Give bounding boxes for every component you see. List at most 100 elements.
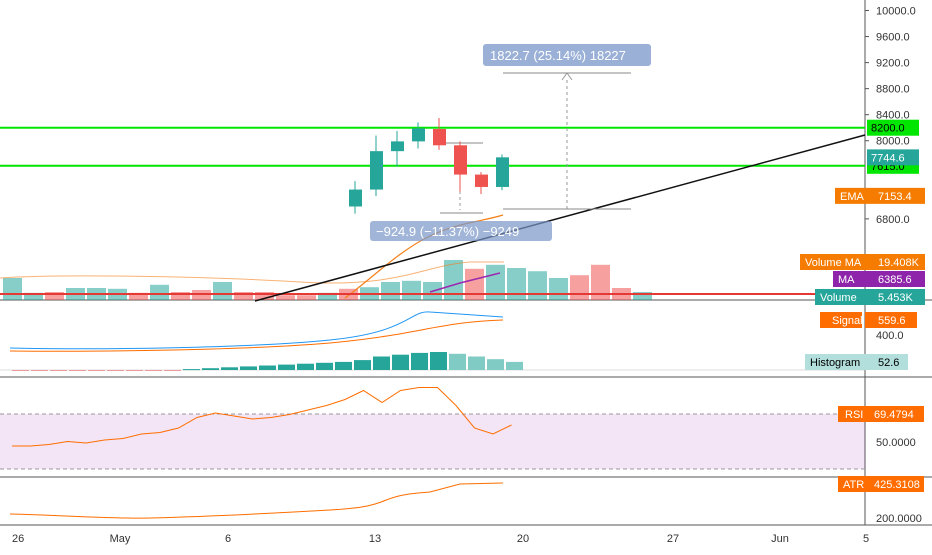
level-label-0: 8200.0 [871,123,905,135]
macd-hist-bar-12 [240,366,257,370]
volume-badge-value-2: 5.453K [878,292,914,304]
macd-hist-bar-14 [278,364,295,370]
time-tick-7: 5 [863,533,869,545]
volume-bar-12 [255,292,274,300]
level-badge-0 [867,119,919,136]
last-price-badge [867,149,919,166]
time-tick-1: May [110,533,131,545]
price-tick-5: 8000.0 [876,136,910,148]
macd-hist-badge [805,354,908,370]
macd-hist-bar-3 [69,370,86,371]
volume-badge-2 [815,289,925,305]
measure-up-arrowhead [561,72,573,81]
candle-body-1 [370,151,383,190]
trendline [254,134,866,302]
macd-hist-bar-18 [354,360,371,370]
atr-badge-value: 425.3108 [874,479,920,491]
measure-up-badge [483,44,651,66]
macd-hist-value: 52.6 [878,357,899,369]
macd-hist-bar-17 [335,361,352,370]
macd-hist-bar-24 [468,356,485,370]
volume-bar-24 [507,268,526,300]
volume-bar-13 [276,295,295,300]
macd-signal-badge-left [820,312,862,328]
macd-signal-badge [865,312,917,328]
macd-hist-bar-1 [31,370,48,371]
volume-bar-23 [486,264,505,300]
rsi-badge-value: 69.4794 [874,409,914,421]
time-tick-0: 26 [12,533,24,545]
volume-badge-0 [800,254,925,270]
macd-hist-bar-15 [297,363,314,370]
volume-bar-19 [402,280,421,300]
macd-line [9,311,504,350]
volume-bar-6 [129,292,148,300]
time-tick-6: Jun [771,533,789,545]
macd-hist-bar-20 [392,354,409,370]
volume-badge-value-0: 19.408K [878,257,920,269]
macd-hist-bar-19 [373,356,390,370]
macd-signal-line [9,319,504,352]
macd-hist-bar-0 [12,370,29,371]
volume-bar-8 [171,292,190,300]
volume-bar-2 [45,292,64,300]
atr-badge-label: ATR [843,479,864,491]
candle-body-4 [433,129,446,146]
volume-bar-26 [549,278,568,300]
volume-badge-label-0: Volume MA [805,257,862,269]
volume-bar-27 [570,275,589,300]
measure-up-text: 1822.7 (25.14%) 18227 [490,48,626,63]
candle-body-7 [496,157,509,187]
macd-hist-bar-16 [316,362,333,370]
candle-body-5 [454,145,467,175]
measure-down-text: −924.9 (−11.37%) −9249 [376,224,519,239]
macd-hist-bar-21 [411,352,428,370]
atr-tick-0: 200.0000 [876,513,922,525]
rsi-band [0,414,865,469]
time-tick-2: 6 [225,533,231,545]
volume-bar-28 [591,264,610,300]
volume-bar-25 [528,271,547,300]
volume-badge-value-1: 6385.6 [878,274,912,286]
volume-bar-10 [213,282,232,300]
volume-bar-15 [318,292,337,300]
volume-bar-22 [465,268,484,300]
macd-signal-value: 559.6 [878,315,906,327]
price-tick-0: 10000.0 [876,6,916,18]
candle-body-2 [391,141,404,152]
atr-badge [838,476,924,492]
macd-tick-0: 400.0 [876,330,904,342]
candle-body-6 [475,174,488,187]
candle-body-0 [349,189,362,207]
macd-hist-label: Histogram [810,357,860,369]
last-price-label: 7744.6 [871,152,905,164]
rsi-line [12,387,512,447]
volume-badge-label-1: MA [838,274,855,286]
macd-hist-bar-10 [202,368,219,370]
price-tick-6: 6800.0 [876,214,910,226]
measure-down-badge [370,221,552,241]
macd-hist-bar-9 [183,369,200,371]
macd-hist-bar-13 [259,365,276,370]
macd-hist-bar-26 [506,361,523,370]
macd-hist-bar-2 [50,370,67,371]
volume-bar-1 [24,292,43,300]
time-tick-4: 20 [517,533,529,545]
atr-line [9,482,504,519]
rsi-tick-0: 50.0000 [876,437,916,449]
macd-hist-bar-25 [487,359,504,370]
ema-badge-value: 7153.4 [878,191,912,203]
price-tick-2: 9200.0 [876,58,910,70]
volume-bar-30 [633,292,652,300]
price-tick-3: 8800.0 [876,84,910,96]
macd-hist-bar-8 [164,370,181,371]
time-tick-5: 27 [667,533,679,545]
price-tick-1: 9600.0 [876,32,910,44]
volume-badge-1 [833,271,925,287]
volume-bar-7 [150,284,169,300]
macd-hist-bar-23 [449,353,466,370]
macd-hist-bar-11 [221,367,238,370]
volume-bar-11 [234,292,253,300]
ema-badge [835,187,925,204]
